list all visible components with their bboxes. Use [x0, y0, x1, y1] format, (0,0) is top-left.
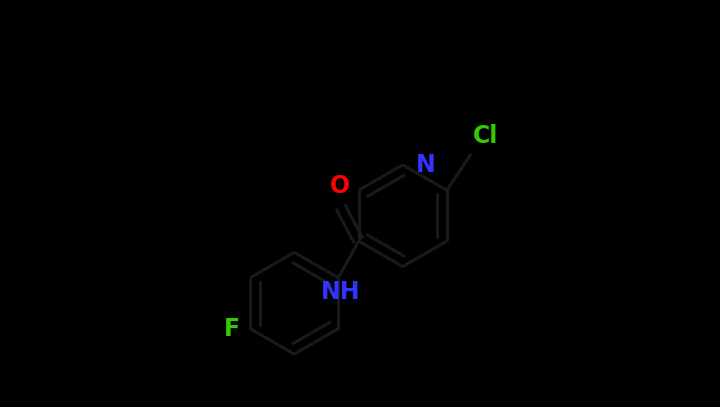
Text: Cl: Cl	[473, 124, 499, 148]
Text: NH: NH	[320, 280, 360, 304]
Text: N: N	[415, 153, 436, 177]
Text: O: O	[330, 175, 351, 199]
Text: F: F	[224, 317, 240, 341]
